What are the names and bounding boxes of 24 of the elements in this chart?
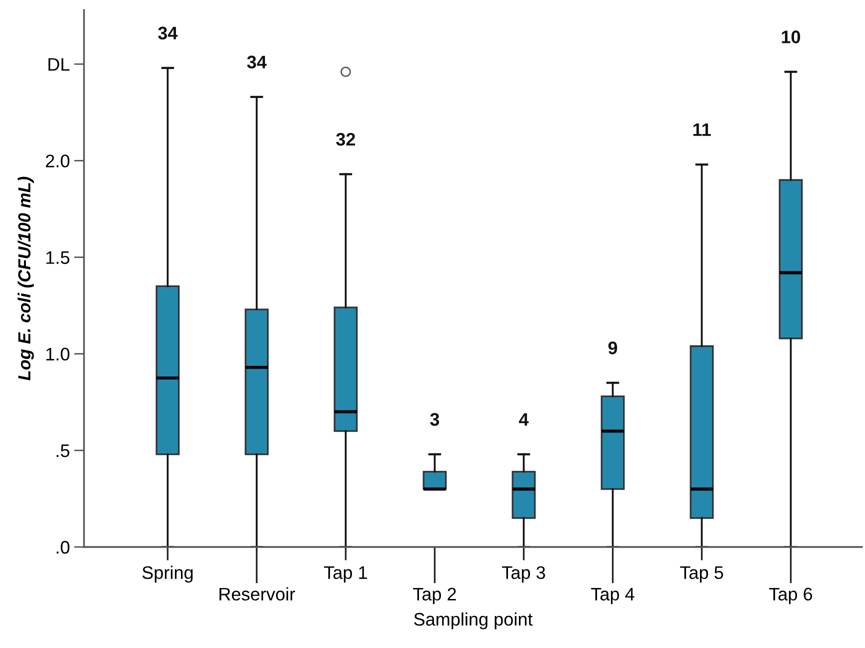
- y-tick-label: .5: [56, 444, 70, 458]
- annotation: 32: [336, 132, 356, 146]
- annotation: 11: [693, 123, 711, 136]
- annotation: 34: [158, 26, 178, 40]
- x-tick-label: Tap 3: [502, 566, 546, 583]
- x-axis-title: Sampling point: [414, 612, 533, 630]
- y-tick-label: .0: [56, 540, 70, 554]
- x-tick-label: Tap 4: [591, 588, 634, 604]
- annotation: 9: [608, 342, 618, 354]
- annotation: 4: [518, 413, 529, 426]
- annotation: 34: [247, 56, 267, 68]
- x-tick-label: Spring: [142, 566, 193, 583]
- x-tick-label: Tap 6: [769, 588, 812, 604]
- x-tick-label: Tap 1: [324, 566, 367, 583]
- y-tick-label: 1.0: [46, 348, 70, 361]
- x-tick-label: Reservoir: [220, 587, 296, 601]
- y-tick-label: DL: [48, 58, 70, 71]
- annotation: 3: [430, 413, 440, 426]
- x-tick-label: Tap 2: [413, 588, 456, 604]
- y-tick-label: 1.5: [46, 251, 70, 264]
- annotation: 10: [782, 30, 800, 44]
- y-axis-title: Log E. coli (CFU/100 mL): [18, 176, 34, 380]
- y-tick-label: 2.0: [46, 154, 70, 168]
- x-tick-label: Tap 5: [680, 566, 724, 583]
